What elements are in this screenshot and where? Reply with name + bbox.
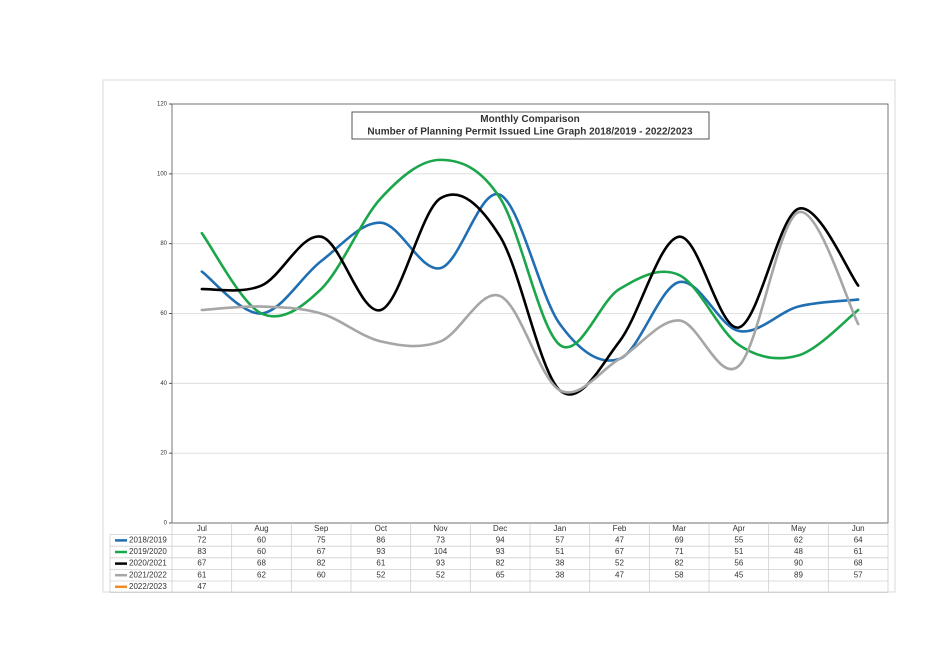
x-tick-label: Feb bbox=[613, 524, 627, 533]
table-value: 55 bbox=[734, 536, 743, 545]
table-value: 83 bbox=[197, 547, 206, 556]
table-value: 82 bbox=[317, 559, 326, 568]
series-line bbox=[200, 210, 860, 394]
series-line bbox=[200, 158, 860, 360]
table-value: 60 bbox=[257, 536, 266, 545]
table-value: 60 bbox=[317, 570, 326, 579]
x-tick-label: Aug bbox=[254, 524, 268, 533]
table-value: 62 bbox=[794, 536, 803, 545]
table-value: 47 bbox=[615, 570, 624, 579]
y-tick-label: 60 bbox=[160, 311, 167, 317]
table-value: 61 bbox=[376, 559, 385, 568]
table-value: 57 bbox=[854, 570, 863, 579]
y-tick-label: 80 bbox=[160, 241, 167, 247]
table-value: 38 bbox=[555, 559, 564, 568]
y-tick-label: 40 bbox=[160, 381, 167, 387]
table-value: 73 bbox=[436, 536, 445, 545]
table-value: 58 bbox=[675, 570, 684, 579]
table-value: 52 bbox=[615, 559, 624, 568]
table-value: 72 bbox=[197, 536, 206, 545]
table-value: 61 bbox=[854, 547, 863, 556]
table-value: 93 bbox=[376, 547, 385, 556]
legend-label: 2018/2019 bbox=[129, 536, 167, 545]
table-value: 69 bbox=[675, 536, 684, 545]
table-value: 65 bbox=[496, 570, 505, 579]
title-box bbox=[351, 111, 710, 140]
x-tick-label: Dec bbox=[493, 524, 507, 533]
x-tick-label: May bbox=[791, 524, 806, 533]
table-value: 60 bbox=[257, 547, 266, 556]
legend-label: 2022/2023 bbox=[129, 582, 167, 591]
x-tick-label: Sep bbox=[314, 524, 329, 533]
table-value: 68 bbox=[854, 559, 863, 568]
legend-label: 2021/2022 bbox=[129, 570, 167, 579]
table-value: 75 bbox=[317, 536, 326, 545]
table-value: 67 bbox=[317, 547, 326, 556]
legend-label: 2019/2020 bbox=[129, 547, 167, 556]
y-tick-label: 20 bbox=[160, 451, 167, 457]
chart-title: Monthly Comparison bbox=[480, 114, 579, 125]
y-tick-label: 120 bbox=[157, 102, 168, 108]
table-value: 52 bbox=[436, 570, 445, 579]
chart-subtitle: Number of Planning Permit Issued Line Gr… bbox=[367, 127, 693, 138]
table-value: 57 bbox=[555, 536, 564, 545]
table-value: 82 bbox=[675, 559, 684, 568]
table-value: 90 bbox=[794, 559, 803, 568]
table-value: 47 bbox=[615, 536, 624, 545]
table-value: 67 bbox=[197, 559, 206, 568]
table-value: 38 bbox=[555, 570, 564, 579]
table-value: 47 bbox=[197, 582, 206, 591]
table-value: 67 bbox=[615, 547, 624, 556]
table-value: 94 bbox=[496, 536, 505, 545]
table-value: 93 bbox=[436, 559, 445, 568]
table-value: 51 bbox=[734, 547, 743, 556]
table-value: 51 bbox=[555, 547, 564, 556]
table-value: 48 bbox=[794, 547, 803, 556]
table-value: 52 bbox=[376, 570, 385, 579]
series-line bbox=[200, 193, 860, 396]
x-tick-label: Jan bbox=[553, 524, 566, 533]
x-tick-label: Oct bbox=[375, 524, 388, 533]
chart-frame bbox=[102, 79, 896, 593]
table-value: 64 bbox=[854, 536, 863, 545]
x-tick-label: Nov bbox=[433, 524, 447, 533]
legend-label: 2020/2021 bbox=[129, 559, 167, 568]
table-value: 86 bbox=[376, 536, 385, 545]
y-tick-label: 100 bbox=[157, 171, 168, 177]
table-value: 45 bbox=[734, 570, 743, 579]
y-tick-label: 0 bbox=[164, 521, 168, 527]
table-value: 62 bbox=[257, 570, 266, 579]
x-tick-label: Mar bbox=[672, 524, 686, 533]
table-value: 61 bbox=[197, 570, 206, 579]
x-tick-label: Jun bbox=[852, 524, 865, 533]
series-line bbox=[200, 192, 860, 362]
table-value: 89 bbox=[794, 570, 803, 579]
table-value: 71 bbox=[675, 547, 684, 556]
x-tick-label: Jul bbox=[197, 524, 207, 533]
x-tick-label: Apr bbox=[733, 524, 746, 533]
table-value: 93 bbox=[496, 547, 505, 556]
table-value: 82 bbox=[496, 559, 505, 568]
table-value: 68 bbox=[257, 559, 266, 568]
table-value: 56 bbox=[734, 559, 743, 568]
table-value: 104 bbox=[434, 547, 448, 556]
